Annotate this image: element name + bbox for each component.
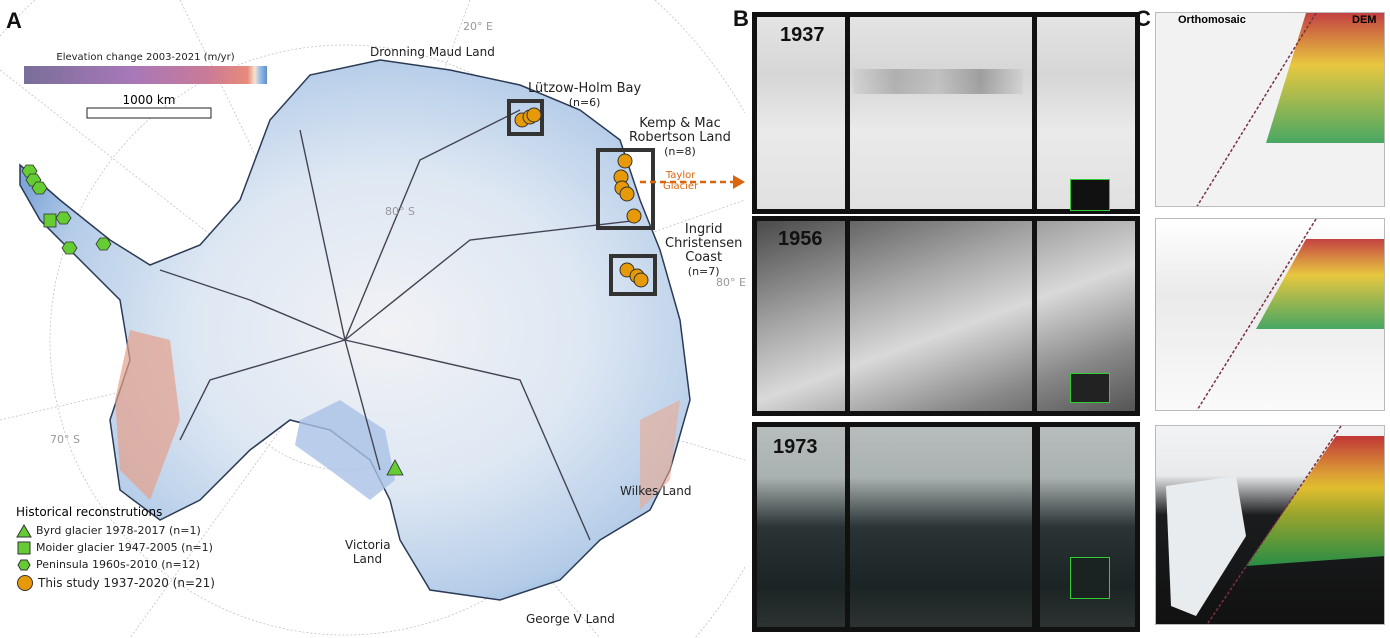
orthomosaic-dem-1937 — [1155, 12, 1385, 207]
hexagon-icon — [17, 559, 31, 570]
drainage-basins — [159, 109, 641, 541]
panel-label-a: A — [6, 8, 22, 33]
inset-zoom — [1070, 557, 1110, 599]
peninsula-markers — [21, 164, 112, 255]
graticule-70s: 70° S — [50, 433, 80, 446]
antarctica-map — [0, 0, 745, 638]
legend-item-byrd: Byrd glacier 1978-2017 (n=1) — [16, 522, 215, 539]
scalebar-label: 1000 km — [122, 93, 176, 107]
orthomosaic-dem-1956 — [1155, 218, 1385, 411]
box-ingrid-christensen — [609, 254, 657, 296]
square-icon — [17, 541, 31, 554]
dem-label: DEM — [1352, 14, 1377, 26]
graticule-20e: 20° E — [463, 20, 493, 33]
label-wilkes-land: Wilkes Land — [620, 484, 692, 498]
inset-zoom — [1070, 179, 1110, 211]
label-taylor-glacier: Taylor Glacier — [663, 170, 699, 192]
colorbar-title: Elevation change 2003-2021 (m/yr) — [56, 52, 235, 63]
aerial-photo-1956 — [752, 216, 1140, 416]
antarctica-landmass — [19, 59, 691, 601]
aerial-photo-1937 — [752, 12, 1140, 214]
label-dronning-maud-land: Dronning Maud Land — [370, 45, 495, 59]
arrow-head-icon — [733, 175, 745, 189]
colorbar — [24, 66, 267, 84]
label-george-v-land: George V Land — [526, 612, 615, 626]
box-kemp-mac-robertson — [596, 148, 655, 230]
byrd-marker — [386, 459, 404, 476]
photo-year-1973: 1973 — [773, 436, 818, 458]
circle-icon — [17, 575, 33, 591]
legend-item-peninsula: Peninsula 1960s-2010 (n=12) — [16, 556, 215, 573]
aerial-photo-1973 — [752, 422, 1140, 632]
label-kemp-mac-robertson: Kemp & Mac Robertson Land (n=8) — [629, 116, 731, 159]
panel-label-b: B — [733, 6, 749, 31]
orthomosaic-dem-1973 — [1155, 425, 1385, 625]
legend-item-moider: Moider glacier 1947-2005 (n=1) — [16, 539, 215, 556]
west-antarctic-thinning — [115, 330, 180, 500]
orthomosaic-label: Orthomosaic — [1178, 14, 1246, 26]
wilkes-thinning — [640, 400, 680, 510]
legend: Historical reconstrutions Byrd glacier 1… — [16, 505, 215, 593]
ross-ice-shelf — [295, 400, 395, 500]
label-lutzow-holm-bay: Lützow-Holm Bay (n=6) — [528, 81, 642, 110]
scalebar — [86, 107, 212, 119]
graticule-80e: 80° E — [716, 276, 746, 289]
legend-title: Historical reconstrutions — [16, 505, 163, 519]
this-study-markers — [514, 107, 649, 288]
label-ingrid-christensen: Ingrid Christensen Coast (n=7) — [665, 222, 743, 279]
label-victoria-land: Victoria Land — [345, 538, 391, 566]
legend-item-this-study: This study 1937-2020 (n=21) — [16, 573, 215, 593]
moider-marker — [43, 213, 57, 228]
photo-year-1956: 1956 — [778, 228, 823, 250]
triangle-icon — [16, 523, 32, 537]
panel-label-c: C — [1135, 6, 1151, 31]
box-lutzow-holm — [507, 99, 544, 136]
photo-year-1937: 1937 — [780, 24, 825, 46]
graticule-80s: 80° S — [385, 205, 415, 218]
inset-zoom — [1070, 373, 1110, 403]
